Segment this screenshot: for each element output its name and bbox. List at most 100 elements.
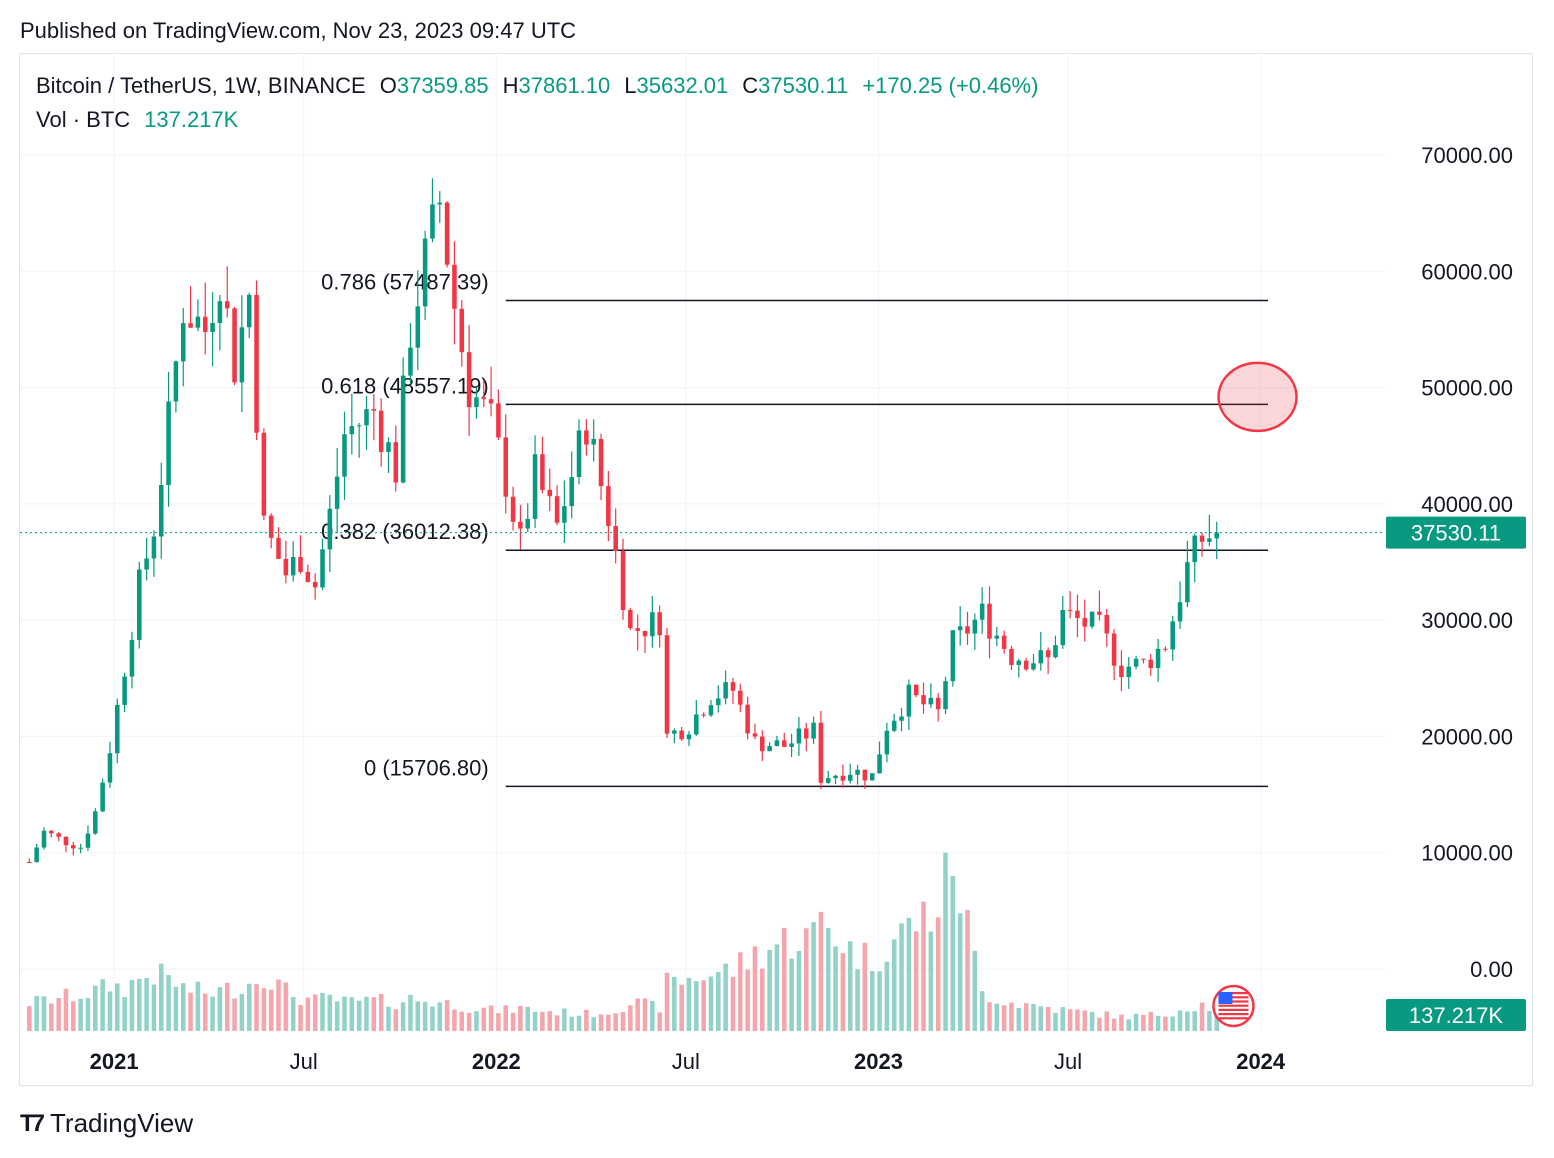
candle-body [1207, 538, 1212, 542]
volume-bar [232, 998, 237, 1031]
candle-body [415, 306, 421, 348]
candle-body [818, 722, 824, 783]
candle-body [921, 695, 926, 705]
volume-bar [115, 983, 120, 1031]
candle-body [1053, 645, 1058, 658]
candle-body [1001, 635, 1007, 649]
volume-bar [320, 992, 325, 1031]
time-tick-label: 2023 [854, 1049, 903, 1074]
candle-body [452, 264, 457, 309]
volume-bar [518, 1005, 523, 1031]
volume-label[interactable]: Vol · BTC [36, 107, 131, 132]
high-value: 37861.10 [518, 73, 611, 98]
volume-bar [913, 931, 919, 1031]
candle-body [540, 454, 545, 490]
volume-bar [305, 997, 311, 1031]
volume-bar [34, 995, 39, 1031]
volume-bar [386, 1006, 391, 1031]
flag-stripe [1218, 992, 1249, 995]
price-overlays: 37530.11 137.217K [20, 361, 1526, 1031]
last-price-badge [1386, 516, 1526, 549]
volume-bar [576, 1015, 582, 1031]
candle-body [1016, 660, 1022, 665]
volume-bar [136, 978, 142, 1031]
candle-body [598, 438, 604, 487]
volume-bar [166, 975, 171, 1031]
volume-bar [129, 980, 135, 1031]
price-tick-label: 0.00 [1470, 957, 1513, 982]
candle-body [93, 811, 98, 834]
candle-body [173, 361, 179, 402]
candle-body [1141, 658, 1146, 660]
volume-bar [334, 1001, 340, 1031]
ohlc-legend: Bitcoin / TetherUS, 1W, BINANCE O37359.85… [36, 73, 1038, 99]
close-label: C [742, 73, 759, 98]
candle-body [584, 430, 589, 445]
candle-body [298, 557, 303, 572]
volume-bar [847, 941, 853, 1031]
candle-body [1038, 650, 1044, 664]
candle-body [437, 202, 443, 205]
candle-body [525, 518, 531, 529]
volume-bar [1126, 1019, 1132, 1031]
candle-body [620, 551, 626, 610]
axes[interactable]: 70000.00 60000.00 50000.00 40000.00 30000.00… [90, 143, 1513, 1074]
candle-body [115, 704, 120, 754]
volume-bar [694, 981, 699, 1031]
volume-bar [452, 1009, 457, 1031]
volume-bar [613, 1013, 618, 1031]
candle-body [371, 409, 377, 411]
fib-level-label: 0.786 (57487.39) [321, 270, 489, 295]
volume-badge [1386, 999, 1526, 1031]
volume-bar [342, 996, 347, 1031]
candle-body [34, 847, 39, 863]
volume-bar [701, 980, 706, 1031]
flag-stripe [1218, 1017, 1249, 1020]
volume-bar [877, 971, 882, 1031]
candle-body [224, 301, 230, 309]
candle-body [488, 399, 494, 404]
candle-body [847, 774, 853, 781]
volume-bar [1075, 1009, 1080, 1031]
time-tick-label: Jul [672, 1049, 700, 1074]
candle-body [642, 630, 648, 637]
candle-body [928, 697, 934, 705]
volume-bar [276, 979, 281, 1031]
volume-bar [180, 983, 186, 1031]
volume-bar [686, 977, 692, 1031]
time-tick-label: 2021 [90, 1049, 139, 1074]
candle-body [1155, 648, 1161, 669]
candle-body [386, 442, 391, 452]
candle-body [268, 515, 274, 538]
candle-body [840, 775, 846, 781]
candle-body [1031, 663, 1036, 670]
volume-bar [158, 963, 164, 1031]
candle-body [547, 489, 552, 497]
candle-body [972, 619, 978, 634]
flag-stripe [1218, 996, 1249, 999]
candle-body [393, 442, 399, 483]
volume-bar [298, 1004, 303, 1031]
candle-body [151, 536, 157, 559]
candle-body [1060, 609, 1066, 646]
volume-bar [891, 939, 897, 1031]
volume-legend: Vol · BTC 137.217K [36, 107, 238, 133]
candle-body [144, 558, 149, 570]
candle-body [71, 845, 76, 849]
candle-body [877, 754, 882, 774]
volume-bar [1045, 1006, 1051, 1031]
volume-bar [356, 1000, 362, 1031]
tradingview-logo[interactable]: T7 TradingView [20, 1108, 193, 1139]
candle-body [496, 403, 501, 438]
chart-frame[interactable] [19, 53, 1533, 1086]
open-value: 37359.85 [396, 73, 489, 98]
symbol-label[interactable]: Bitcoin / TetherUS, 1W, BINANCE [36, 73, 366, 98]
candle-body [994, 635, 1000, 639]
candle-body [752, 733, 758, 737]
volume-bar [957, 913, 963, 1031]
candle-body [664, 635, 670, 734]
volume-bar [928, 931, 934, 1031]
candle-body [635, 628, 640, 631]
open-label: O [379, 73, 397, 98]
